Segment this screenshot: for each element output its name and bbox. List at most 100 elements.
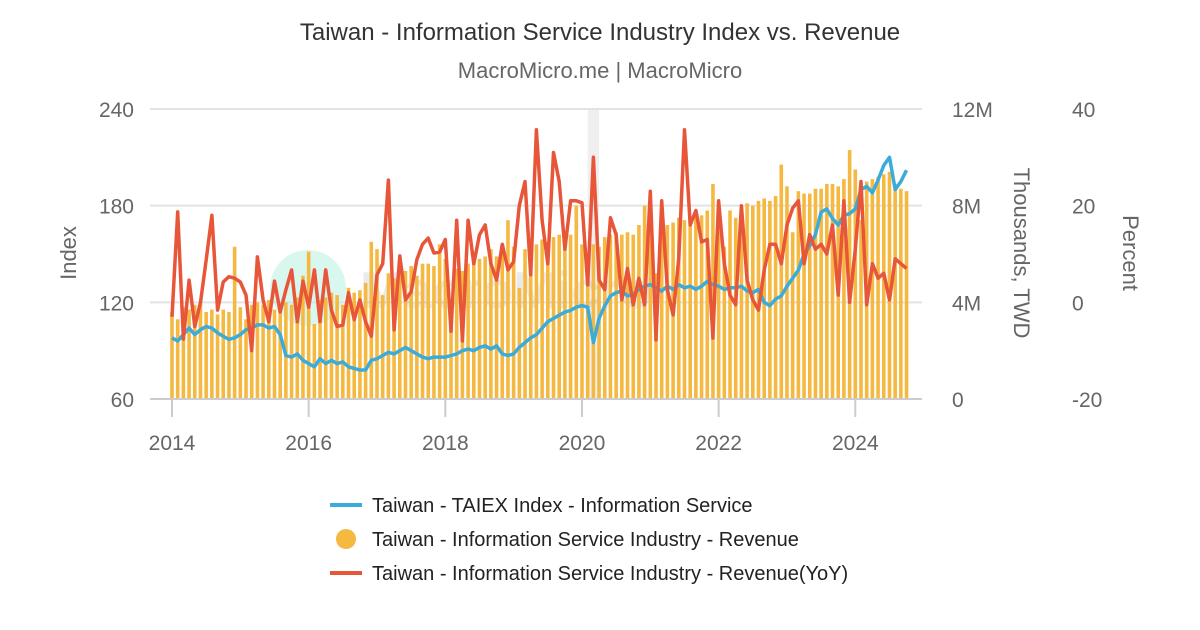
revenue-bar [181, 307, 186, 399]
x-tick-label: 2016 [285, 432, 332, 455]
right2-axis-label: Percent [1118, 215, 1143, 291]
revenue-bar [397, 270, 402, 399]
x-tick-label: 2022 [695, 432, 742, 455]
x-tick-label: 2014 [149, 432, 196, 455]
revenue-bar [312, 324, 317, 399]
revenue-bar [449, 299, 453, 399]
revenue-bar [540, 239, 544, 399]
revenue-bar [881, 174, 886, 399]
revenue-bar [568, 234, 573, 399]
revenue-bar [608, 234, 613, 399]
revenue-bar [295, 297, 300, 399]
x-tick-label: 2024 [832, 432, 879, 455]
right1-tick-label: 8M [952, 196, 981, 219]
revenue-bar [466, 263, 470, 399]
revenue-bar [477, 258, 482, 399]
left-tick-label: 180 [99, 196, 134, 219]
revenue-bar [904, 191, 909, 399]
revenue-bar [534, 244, 539, 399]
legend-item-label: Taiwan - TAIEX Index - Information Servi… [372, 495, 753, 517]
revenue-bar [318, 299, 322, 399]
revenue-bar [358, 290, 362, 399]
right2-tick-label: 20 [1072, 196, 1095, 219]
revenue-bar [745, 203, 749, 399]
chart-subtitle: MacroMicro.me | MacroMicro [458, 58, 742, 83]
revenue-bar [187, 309, 191, 399]
revenue-bar [585, 270, 590, 399]
revenue-bar [790, 232, 795, 399]
revenue-bar [716, 205, 721, 399]
revenue-bar [842, 179, 846, 399]
revenue-bar [819, 188, 823, 399]
revenue-bar [301, 275, 305, 399]
left-tick-label: 120 [99, 292, 134, 315]
revenue-bar [363, 283, 368, 399]
revenue-bar [415, 275, 419, 399]
revenue-bar [232, 246, 237, 399]
right2-tick-label: -20 [1072, 389, 1102, 412]
revenue-bar [528, 246, 533, 399]
right1-tick-label: 4M [952, 292, 981, 315]
revenue-bar [261, 304, 265, 399]
revenue-bar [204, 312, 208, 399]
left-axis-label: Index [56, 226, 81, 280]
revenue-bar [323, 297, 328, 399]
revenue-bar [175, 319, 180, 399]
revenue-bar [192, 304, 197, 399]
revenue-yoy-line [170, 128, 908, 353]
revenue-bar [870, 179, 875, 399]
revenue-bar [631, 234, 636, 399]
revenue-bar [779, 164, 784, 399]
revenue-bar [637, 225, 641, 399]
revenue-bar [471, 256, 476, 399]
left-tick-label: 60 [111, 389, 134, 412]
revenue-bar [420, 263, 425, 399]
revenue-bar [489, 249, 493, 399]
revenue-bar [722, 246, 727, 399]
revenue-bar [215, 314, 220, 399]
revenue-bar [170, 312, 174, 399]
revenue-bar [728, 210, 732, 399]
revenue-bar [306, 251, 311, 399]
revenue-bar [210, 309, 214, 399]
revenue-bar [483, 256, 487, 399]
revenue-bar [659, 220, 664, 399]
revenue-bar [893, 183, 897, 399]
revenue-bar [807, 193, 812, 399]
revenue-bar [432, 266, 436, 399]
revenue-bar [887, 171, 892, 399]
revenue-bar [574, 205, 579, 399]
revenue-bar [665, 225, 670, 399]
revenue-bar [813, 188, 818, 399]
revenue-bar [899, 188, 903, 399]
revenue-bar [500, 244, 505, 399]
revenue-bar [272, 309, 277, 399]
right1-axis-label: Thousands, TWD [1009, 168, 1034, 339]
revenue-bar [825, 183, 829, 399]
revenue-bar [198, 302, 203, 399]
right2-tick-label: 40 [1072, 99, 1095, 122]
revenue-bar [289, 304, 294, 399]
revenue-bar [523, 249, 527, 399]
chart-title: Taiwan - Information Service Industry In… [300, 19, 900, 46]
revenue-bar [375, 249, 379, 399]
legend-item-label: Taiwan - Information Service Industry - … [372, 563, 848, 585]
revenue-bar [876, 176, 880, 399]
revenue-bar [221, 309, 226, 399]
right1-tick-label: 12M [952, 99, 993, 122]
revenue-bar [785, 186, 789, 399]
x-tick-label: 2018 [422, 432, 469, 455]
revenue-bar [705, 210, 710, 399]
revenue-bar [699, 215, 704, 399]
revenue-bar [688, 217, 692, 399]
right1-tick-label: 0 [952, 389, 964, 412]
x-tick-label: 2020 [559, 432, 606, 455]
revenue-bar [620, 234, 624, 399]
revenue-bar [796, 191, 801, 399]
revenue-bar [244, 319, 248, 399]
revenue-bar [392, 278, 396, 399]
revenue-bar [267, 299, 271, 399]
revenue-bar [682, 220, 687, 399]
revenue-bar [517, 287, 522, 399]
taiex-index-line [171, 155, 909, 372]
